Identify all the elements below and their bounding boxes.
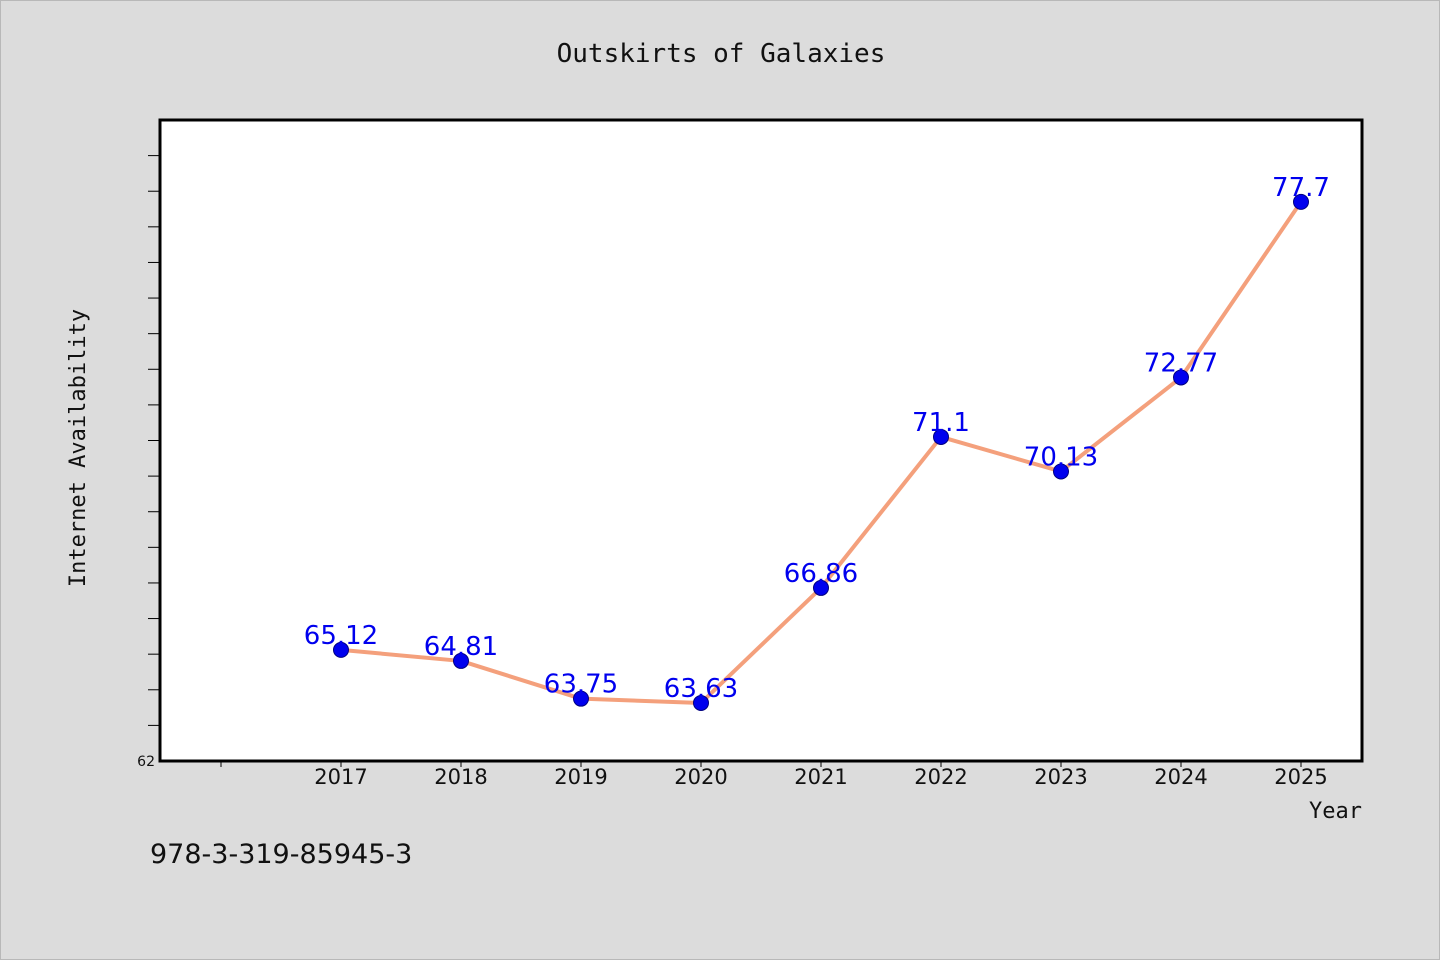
x-tick-label: 2019 bbox=[554, 765, 607, 789]
y-axis-ticks: 62 bbox=[137, 155, 160, 770]
data-label: 71.1 bbox=[912, 408, 970, 438]
data-point bbox=[1173, 369, 1189, 386]
data-label: 65.12 bbox=[304, 621, 378, 651]
data-markers bbox=[333, 193, 1309, 711]
x-tick-label: 2024 bbox=[1154, 765, 1207, 789]
x-axis-title: Year bbox=[1309, 799, 1362, 824]
data-label: 72.77 bbox=[1144, 348, 1218, 378]
data-point bbox=[1293, 193, 1309, 210]
y-axis-title: Internet Availability bbox=[66, 309, 91, 587]
data-label: 77.7 bbox=[1272, 173, 1330, 203]
x-tick-label: 2018 bbox=[434, 765, 487, 789]
data-point bbox=[333, 641, 349, 658]
chart-title: Outskirts of Galaxies bbox=[557, 39, 886, 69]
data-point bbox=[693, 694, 709, 711]
data-point bbox=[573, 690, 589, 707]
data-label: 66.86 bbox=[784, 559, 858, 589]
footnote-isbn: 978-3-319-85945-3 bbox=[150, 839, 412, 870]
data-point bbox=[813, 579, 829, 596]
data-label: 64.81 bbox=[424, 632, 498, 662]
x-tick-label: 2021 bbox=[794, 765, 847, 789]
x-tick-label: 2017 bbox=[314, 765, 367, 789]
x-tick-label: 2025 bbox=[1274, 765, 1327, 789]
data-point bbox=[1053, 463, 1069, 480]
plot-area bbox=[158, 118, 1364, 763]
data-label: 63.63 bbox=[664, 674, 738, 704]
x-axis-ticks: 2017 2018 2019 2020 2021 2022 2023 2024 2025 bbox=[220, 761, 1328, 789]
x-tick-label: 2023 bbox=[1034, 765, 1087, 789]
x-tick-label: 2022 bbox=[914, 765, 967, 789]
data-label: 63.75 bbox=[544, 670, 618, 700]
y-tick-label: 62 bbox=[137, 754, 155, 770]
data-labels: 65.12 64.81 63.75 63.63 66.86 71.1 70.13 72.77 7… bbox=[304, 173, 1330, 704]
x-tick-label: 2020 bbox=[674, 765, 727, 789]
data-label: 70.13 bbox=[1024, 442, 1098, 472]
data-point bbox=[453, 652, 469, 669]
data-point bbox=[933, 428, 949, 445]
